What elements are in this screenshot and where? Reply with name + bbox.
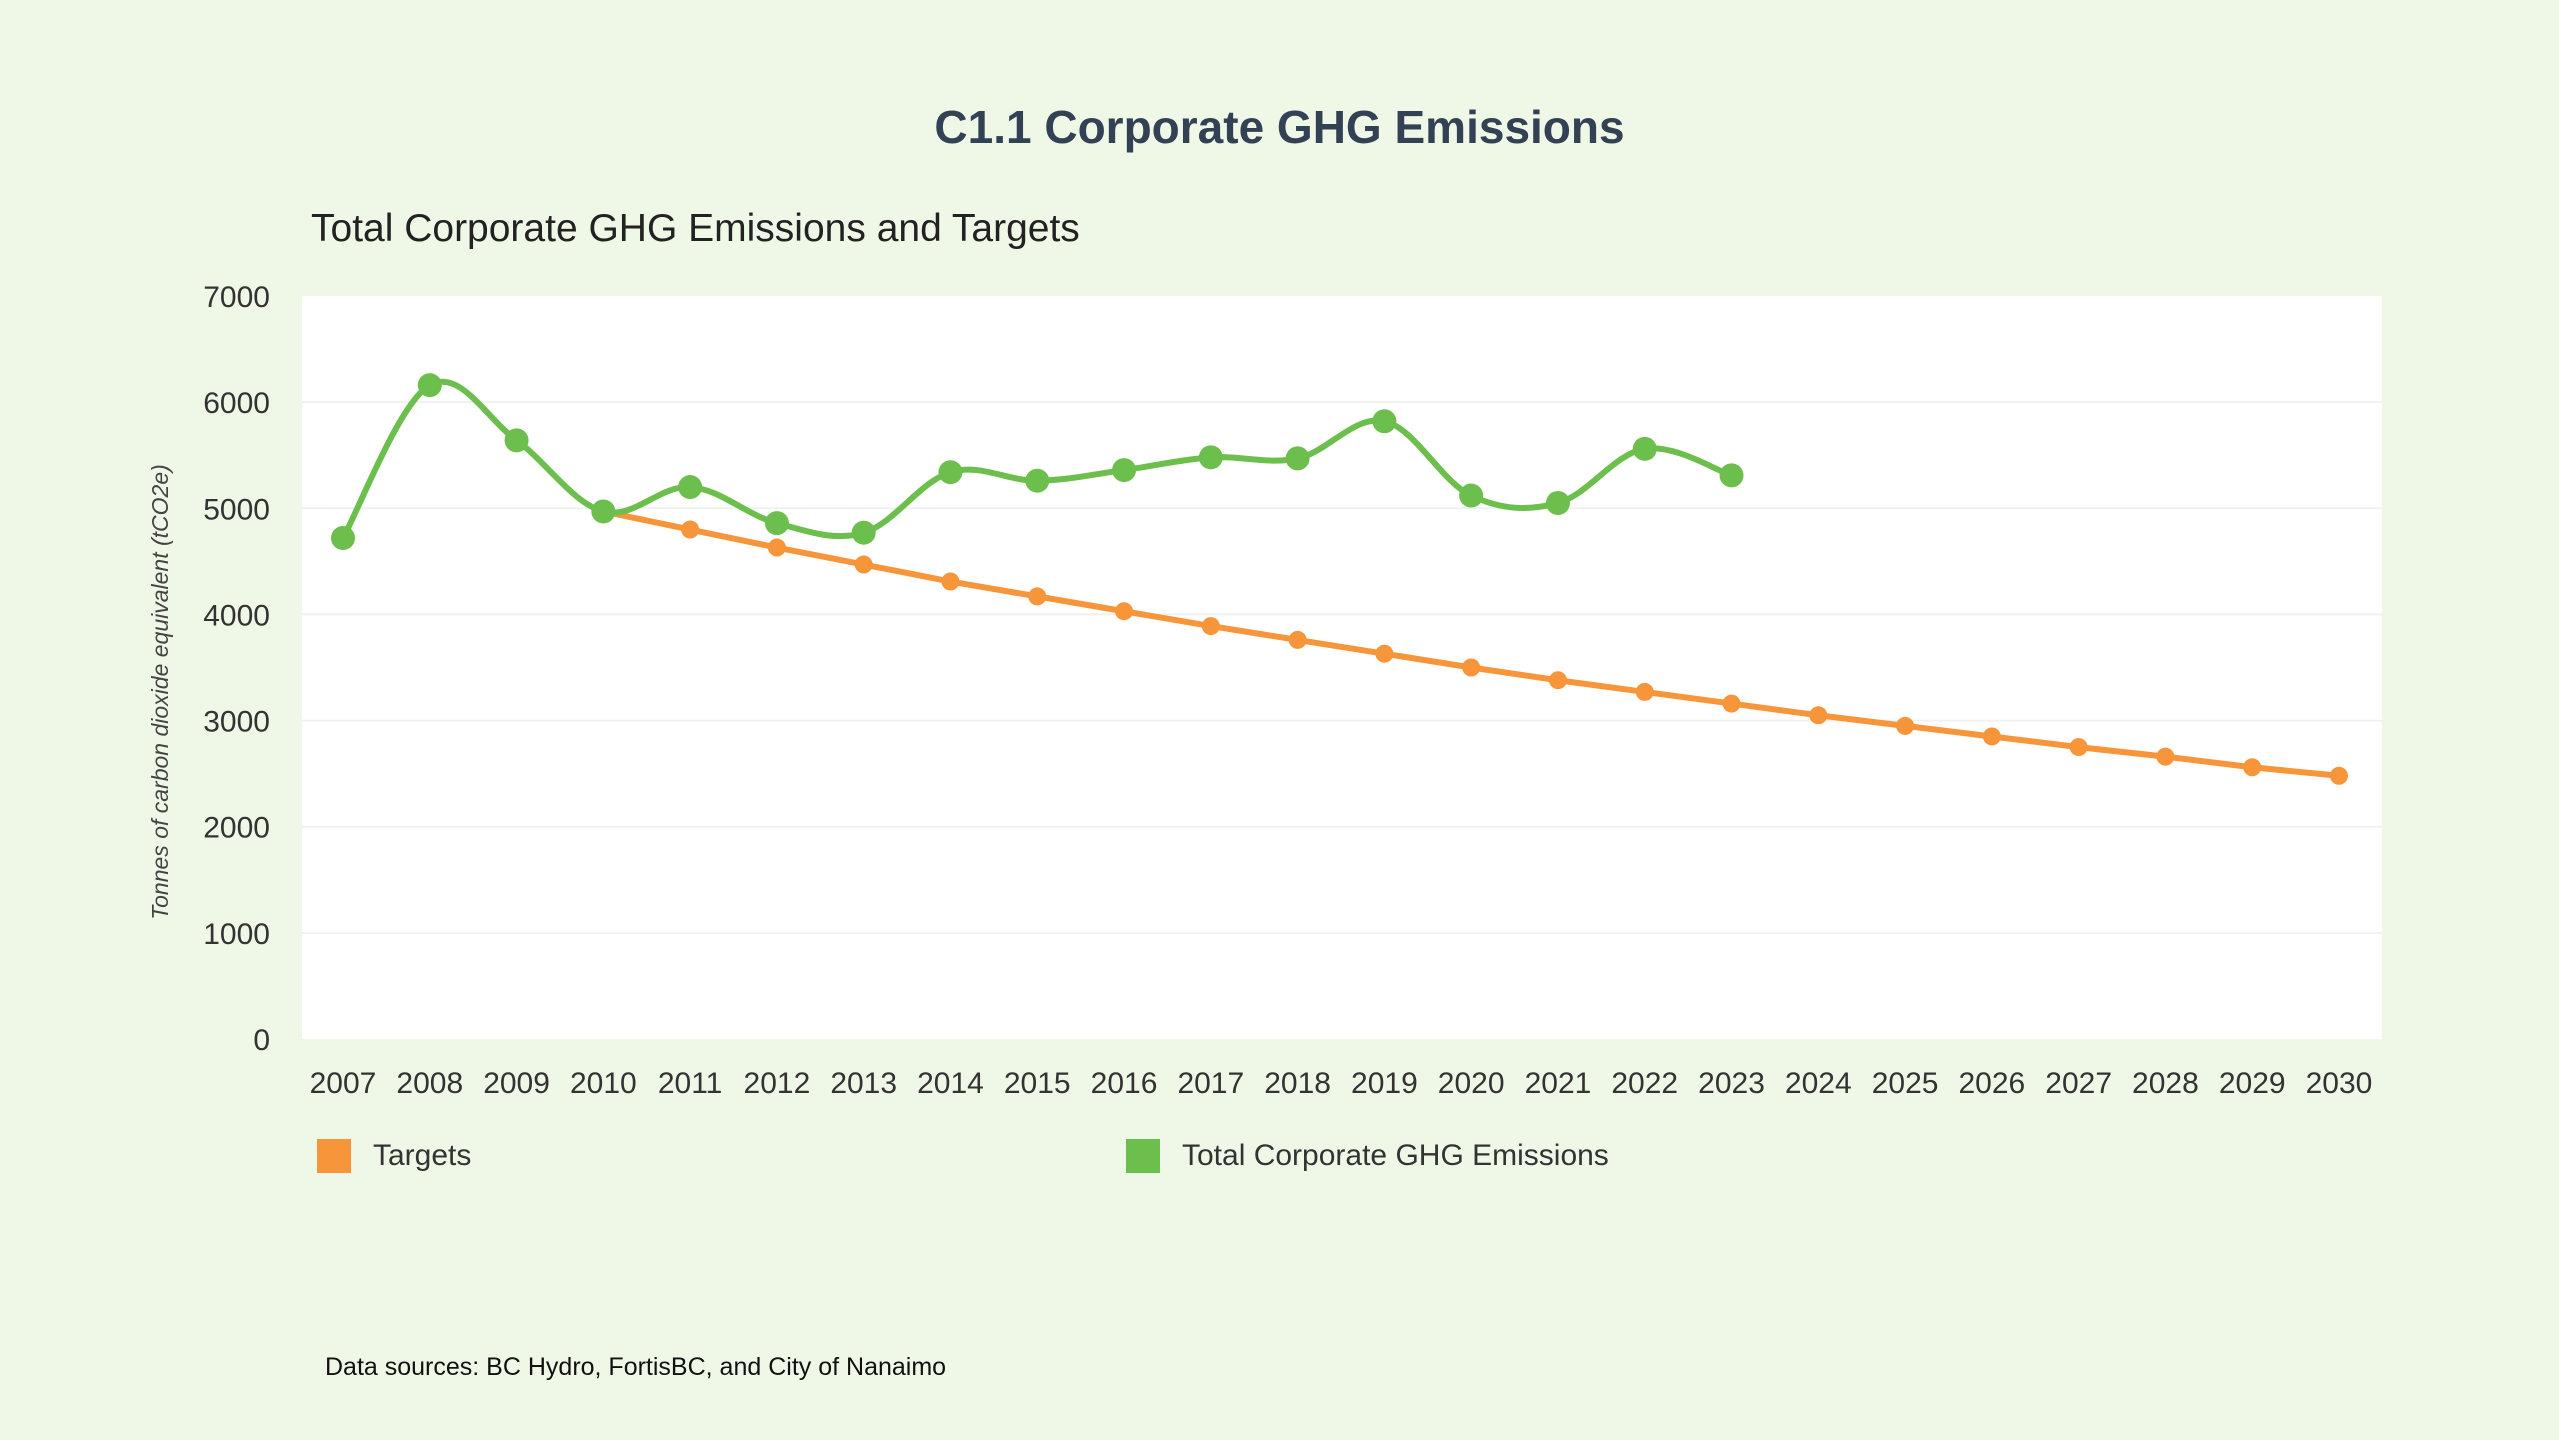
data-source-note: Data sources: BC Hydro, FortisBC, and Ci… xyxy=(325,1353,947,1381)
y-tick-label: 2000 xyxy=(203,812,270,845)
x-tick-label: 2027 xyxy=(2045,1067,2112,1100)
data-point-targets xyxy=(854,555,873,574)
legend-item-emissions: Total Corporate GHG Emissions xyxy=(1126,1136,1609,1176)
x-tick-label: 2011 xyxy=(658,1067,723,1100)
data-point-emissions xyxy=(504,428,529,453)
data-point-targets xyxy=(1028,587,1047,606)
data-point-emissions xyxy=(591,499,616,524)
x-tick-label: 2008 xyxy=(396,1067,463,1100)
data-point-emissions xyxy=(938,460,963,485)
series-line-emissions xyxy=(340,378,1735,542)
chart-title: Total Corporate GHG Emissions and Target… xyxy=(311,207,1080,250)
data-point-targets xyxy=(1115,602,1134,621)
data-point-targets xyxy=(1896,716,1915,735)
data-point-targets xyxy=(2330,766,2348,785)
data-point-emissions xyxy=(1025,468,1050,493)
y-tick-label: 3000 xyxy=(203,706,270,739)
data-point-emissions xyxy=(678,475,703,500)
x-tick-label: 2017 xyxy=(1177,1067,1244,1100)
legend-swatch-emissions xyxy=(1126,1139,1160,1173)
data-point-targets xyxy=(1288,630,1307,649)
data-point-targets xyxy=(1375,644,1394,663)
page-title: C1.1 Corporate GHG Emissions xyxy=(934,101,1625,153)
data-point-emissions xyxy=(1372,409,1397,434)
data-point-emissions xyxy=(764,511,789,536)
data-point-targets xyxy=(2069,738,2088,757)
data-point-targets xyxy=(941,572,960,591)
data-point-emissions xyxy=(331,526,355,551)
y-tick-label: 4000 xyxy=(203,599,270,632)
legend-swatch-targets xyxy=(317,1139,351,1173)
x-tick-label: 2018 xyxy=(1264,1067,1331,1100)
data-point-targets xyxy=(1982,727,2001,746)
legend-label-targets: Targets xyxy=(373,1139,472,1172)
x-tick-label: 2030 xyxy=(2306,1067,2373,1100)
x-tick-label: 2012 xyxy=(744,1067,811,1100)
y-tick-label: 5000 xyxy=(203,493,270,526)
data-point-targets xyxy=(681,520,700,539)
y-tick-label: 7000 xyxy=(203,281,270,314)
legend-label-emissions: Total Corporate GHG Emissions xyxy=(1182,1139,1609,1172)
data-point-targets xyxy=(1462,658,1481,677)
x-tick-label: 2013 xyxy=(830,1067,897,1100)
data-point-emissions xyxy=(1285,446,1310,471)
x-tick-label: 2023 xyxy=(1698,1067,1765,1100)
plot-area xyxy=(302,296,2382,1039)
x-tick-label: 2025 xyxy=(1872,1067,1939,1100)
data-point-emissions xyxy=(1459,483,1484,508)
data-point-emissions xyxy=(1545,490,1570,515)
data-point-targets xyxy=(1548,671,1567,690)
grid-lines xyxy=(302,401,2382,934)
y-tick-label: 6000 xyxy=(203,387,270,420)
data-point-emissions xyxy=(1632,436,1657,461)
series-group xyxy=(331,373,2348,785)
x-tick-label: 2026 xyxy=(1958,1067,2025,1100)
x-tick-label: 2015 xyxy=(1004,1067,1071,1100)
x-tick-label: 2009 xyxy=(483,1067,550,1100)
y-tick-label: 0 xyxy=(253,1024,270,1057)
x-tick-label: 2019 xyxy=(1351,1067,1418,1100)
x-tick-label: 2020 xyxy=(1438,1067,1505,1100)
data-point-emissions xyxy=(1198,445,1223,470)
data-point-emissions xyxy=(417,373,442,398)
data-point-targets xyxy=(2243,758,2262,777)
x-tick-label: 2029 xyxy=(2219,1067,2286,1100)
x-tick-label: 2016 xyxy=(1091,1067,1158,1100)
x-tick-label: 2014 xyxy=(917,1067,984,1100)
x-tick-label: 2007 xyxy=(310,1067,377,1100)
legend-item-targets: Targets xyxy=(317,1136,471,1176)
data-point-emissions xyxy=(1112,458,1137,483)
x-tick-label: 2028 xyxy=(2132,1067,2199,1100)
y-tick-label: 1000 xyxy=(203,918,270,951)
data-point-targets xyxy=(1635,682,1654,701)
data-point-emissions xyxy=(851,520,876,545)
x-tick-label: 2024 xyxy=(1785,1067,1852,1100)
data-point-emissions xyxy=(1719,463,1744,488)
x-tick-label: 2022 xyxy=(1611,1067,1678,1100)
x-tick-label: 2010 xyxy=(570,1067,637,1100)
y-axis-label: Tonnes of carbon dioxide equivalent (tCO… xyxy=(147,464,173,920)
data-point-targets xyxy=(2156,747,2175,766)
data-point-targets xyxy=(767,538,786,557)
x-axis: 2007 2008 2009 2010 2011 2012 2013 2014 2015 2016… xyxy=(310,1067,2373,1100)
x-tick-label: 2021 xyxy=(1525,1067,1592,1100)
data-point-targets xyxy=(1809,706,1828,725)
data-point-targets xyxy=(1201,617,1220,636)
data-point-targets xyxy=(1722,694,1741,713)
y-axis: 0 1000 2000 3000 4000 5000 6000 7000 xyxy=(203,281,270,1057)
